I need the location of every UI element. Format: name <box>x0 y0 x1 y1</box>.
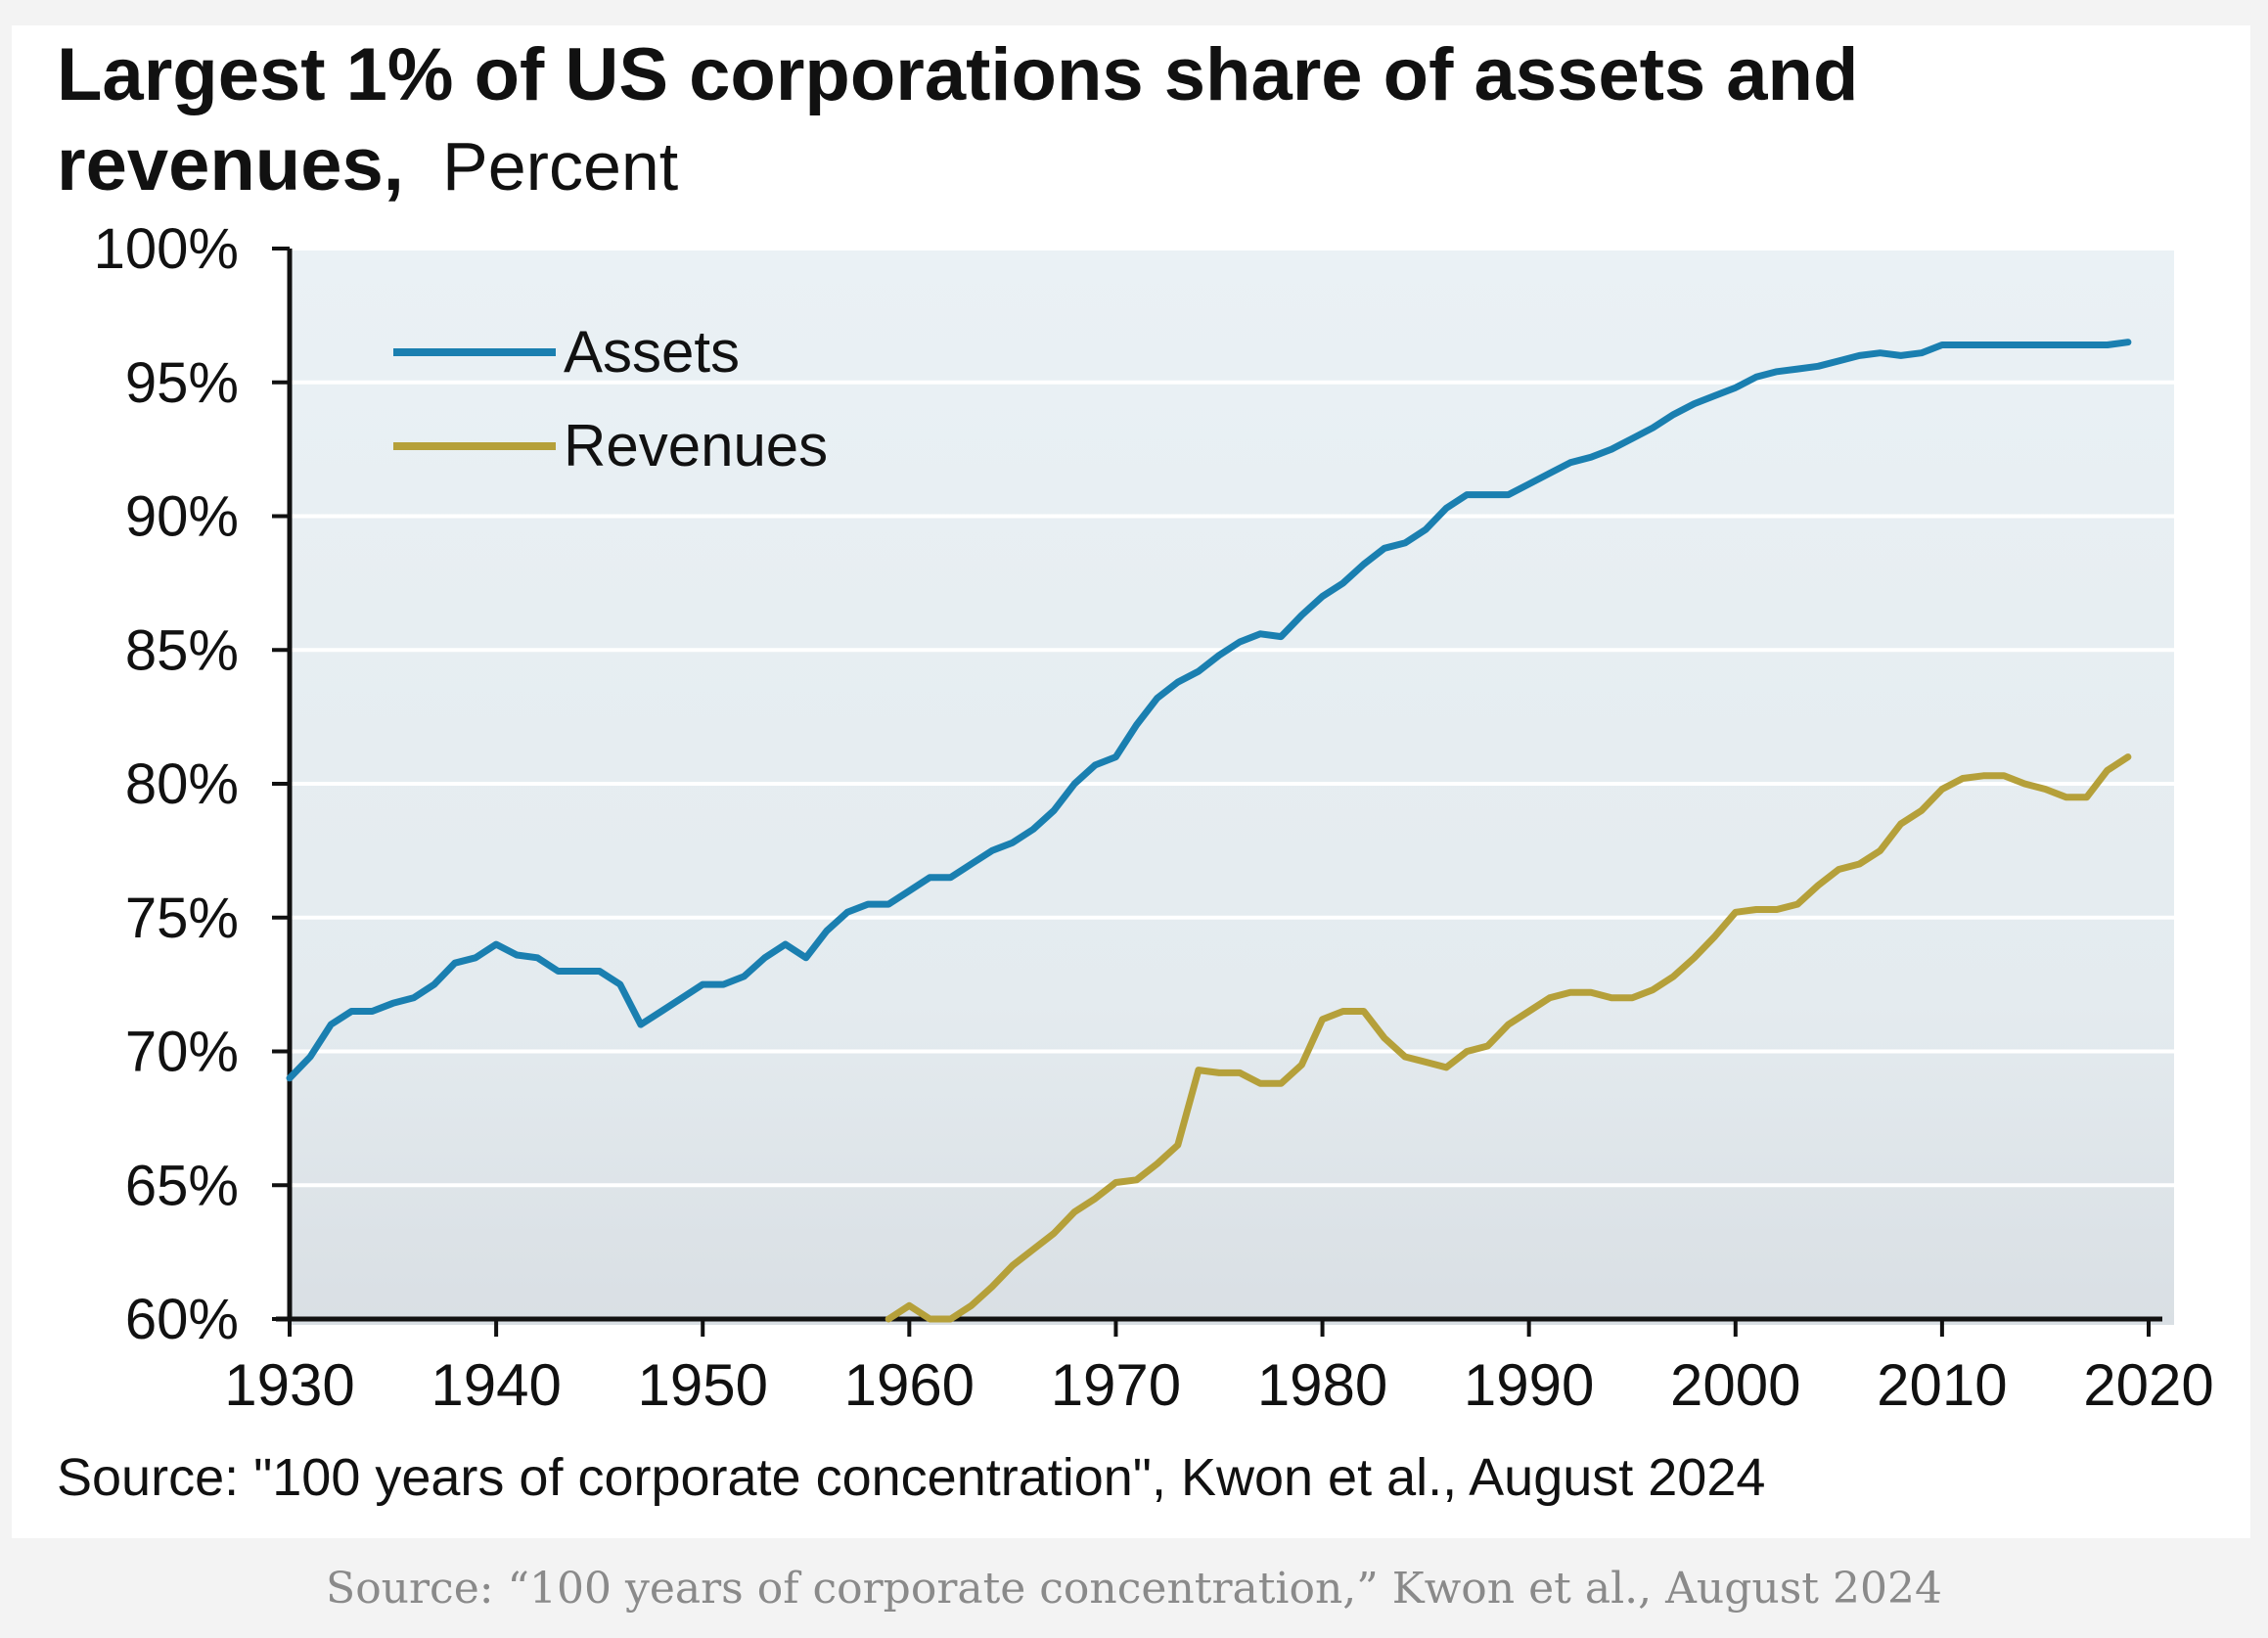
y-tick-label: 65% <box>125 1154 239 1217</box>
y-tick-label: 60% <box>125 1288 239 1351</box>
chart-title: Largest 1% of US corporations share of a… <box>57 33 1858 116</box>
chart-figure: Largest 1% of US corporations share of a… <box>12 25 2250 1538</box>
axes <box>272 247 2162 1337</box>
plot-area <box>290 249 2174 1325</box>
chart-title-line2: revenues, <box>57 123 404 206</box>
x-tick-labels: 1930 1940 1950 1960 1970 1980 1990 2000 2010 2020 <box>224 1352 2213 1418</box>
legend-label-revenues: Revenues <box>564 413 828 478</box>
image-caption: Source: “100 years of corporate concentr… <box>326 1564 1942 1614</box>
x-tick-label: 1990 <box>1464 1352 1594 1418</box>
y-tick-label: 95% <box>125 351 239 415</box>
y-tick-label: 75% <box>125 887 239 950</box>
series-lines <box>286 339 2132 1323</box>
x-tick-label: 1940 <box>431 1352 561 1418</box>
x-tick-label: 2010 <box>1877 1352 2007 1418</box>
x-tick-label: 1970 <box>1051 1352 1181 1418</box>
x-tick-label: 2020 <box>2083 1352 2213 1418</box>
x-tick-label: 1960 <box>844 1352 975 1418</box>
chart-title-line2-wrap: revenues, Percent <box>57 123 678 206</box>
x-tick-label: 1980 <box>1257 1352 1387 1418</box>
chart-source: Source: "100 years of corporate concentr… <box>57 1448 1765 1507</box>
y-tick-label: 100% <box>94 217 239 281</box>
y-tick-label: 70% <box>125 1021 239 1084</box>
x-tick-label: 1950 <box>637 1352 767 1418</box>
legend: Assets Revenues <box>393 319 828 478</box>
y-tick-labels: 60% 65% 70% 75% 80% 85% 90% 95% 100% <box>94 217 239 1351</box>
legend-label-assets: Assets <box>564 319 740 385</box>
chart-svg: Largest 1% of US corporations share of a… <box>57 33 2214 1507</box>
x-tick-label: 2000 <box>1670 1352 1800 1418</box>
chart-title-line1: Largest 1% of US corporations share of a… <box>57 33 1858 116</box>
chart-title-unit: Percent <box>442 128 678 205</box>
series-line-assets <box>286 339 2132 1082</box>
x-tick-label: 1930 <box>224 1352 354 1418</box>
y-tick-label: 90% <box>125 485 239 549</box>
y-tick-label: 80% <box>125 752 239 816</box>
y-tick-label: 85% <box>125 618 239 682</box>
series-line-revenues <box>885 753 2132 1323</box>
